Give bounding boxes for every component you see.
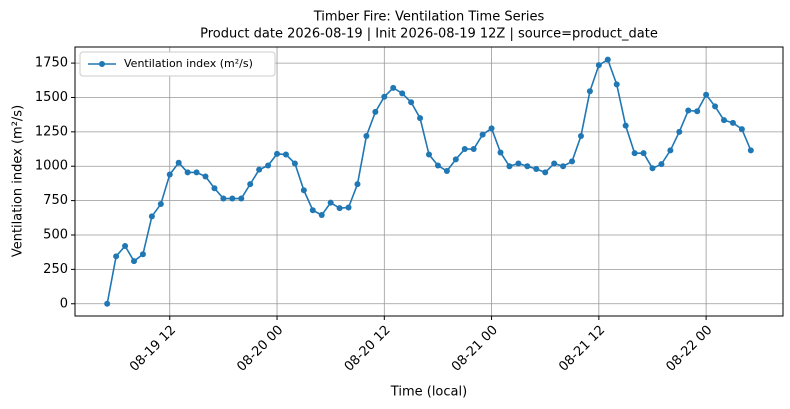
data-point (104, 300, 111, 307)
data-point (336, 205, 343, 212)
data-point (738, 126, 745, 133)
data-point (434, 162, 441, 169)
data-point (524, 163, 531, 170)
chart-subtitle: Product date 2026-08-19 | Init 2026-08-1… (200, 27, 658, 42)
data-point (604, 56, 611, 63)
y-tick-label: 500 (43, 227, 68, 242)
data-point (729, 119, 736, 126)
data-point (649, 165, 656, 172)
data-point (300, 187, 307, 194)
data-point (533, 165, 540, 172)
data-point (461, 146, 468, 153)
data-point (488, 125, 495, 132)
data-point (712, 103, 719, 110)
data-point (470, 146, 477, 153)
data-point (175, 159, 182, 166)
data-point (247, 181, 254, 188)
data-point (390, 84, 397, 91)
legend-marker (99, 61, 105, 67)
data-point (497, 149, 504, 156)
y-tick-label: 250 (43, 262, 68, 277)
legend: Ventilation index (m²/s) (79, 51, 276, 77)
data-point (309, 207, 316, 214)
x-tick-label: 08-20 00 (234, 323, 286, 375)
data-point (721, 117, 727, 124)
data-point (381, 93, 388, 100)
data-point (220, 195, 227, 202)
data-point (577, 132, 584, 139)
data-point (747, 147, 754, 154)
data-point (363, 132, 370, 139)
legend-frame (79, 51, 276, 77)
data-point (613, 81, 620, 88)
data-point (408, 99, 415, 106)
data-point (479, 131, 486, 138)
data-point (658, 161, 665, 168)
data-point (345, 204, 352, 211)
y-tick-label: 1500 (35, 90, 68, 105)
data-point (622, 122, 629, 129)
data-point (354, 181, 361, 188)
y-tick-label: 1750 (35, 56, 68, 71)
data-point (131, 258, 137, 265)
data-point (238, 195, 245, 202)
data-point (452, 156, 459, 163)
chart-title: Timber Fire: Ventilation Time Series (313, 10, 545, 25)
data-point (202, 173, 209, 180)
data-point (694, 108, 701, 115)
data-point (256, 166, 263, 173)
data-point (586, 88, 593, 95)
y-tick-label: 750 (43, 193, 68, 208)
data-point (676, 128, 683, 135)
data-point (443, 168, 450, 175)
data-point (148, 213, 155, 220)
plot-frame (74, 46, 784, 317)
x-tick-label: 08-21 12 (556, 323, 608, 375)
data-point (560, 163, 567, 170)
data-point (274, 150, 281, 157)
y-tick-label: 1000 (35, 159, 68, 174)
data-point (515, 160, 522, 167)
data-point (372, 108, 379, 115)
x-axis-label: Time (local) (390, 385, 467, 400)
data-point (551, 160, 558, 167)
data-point (166, 171, 173, 178)
data-point (542, 169, 549, 176)
data-point (417, 115, 424, 122)
data-point (399, 90, 406, 97)
data-point (122, 242, 129, 249)
data-point (282, 151, 289, 158)
data-point (667, 147, 674, 154)
data-point (506, 163, 513, 170)
data-point (631, 150, 638, 157)
data-point (265, 162, 272, 169)
data-point (157, 201, 164, 208)
data-point (184, 169, 191, 176)
data-point (685, 107, 692, 114)
data-point (640, 150, 647, 157)
x-tick-label: 08-19 12 (127, 323, 179, 375)
data-point (703, 91, 710, 98)
data-point (139, 251, 146, 258)
data-point (327, 199, 334, 206)
y-tick-label: 0 (60, 296, 68, 311)
data-point (211, 185, 218, 192)
data-point (426, 151, 432, 158)
data-point (291, 160, 298, 167)
data-point (193, 169, 200, 176)
x-tick-label: 08-21 00 (449, 323, 501, 375)
data-point (569, 158, 576, 165)
data-point (229, 195, 236, 202)
data-point (595, 62, 602, 69)
data-line (106, 58, 752, 304)
y-axis-label: Ventilation index (m²/s) (11, 105, 26, 257)
data-point (113, 253, 120, 260)
data-point (318, 212, 325, 219)
y-tick-label: 1250 (35, 124, 68, 139)
x-tick-label: 08-20 12 (342, 323, 394, 375)
x-tick-label: 08-22 00 (663, 323, 715, 375)
legend-label: Ventilation index (m²/s) (124, 57, 253, 70)
